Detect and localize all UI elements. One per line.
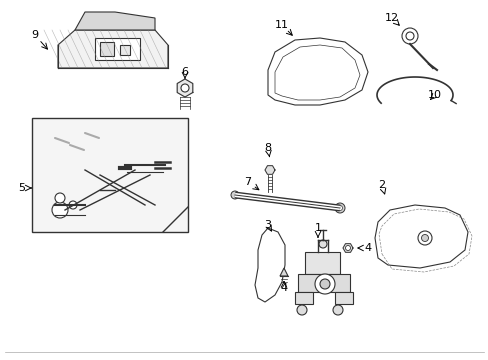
Bar (120, 45, 130, 55)
Bar (32, 118, 187, 232)
Polygon shape (264, 166, 274, 174)
Circle shape (405, 32, 413, 40)
Circle shape (55, 193, 65, 203)
Circle shape (334, 203, 345, 213)
Polygon shape (58, 30, 168, 68)
Polygon shape (177, 79, 192, 97)
Text: 3: 3 (264, 220, 271, 230)
Text: 8: 8 (264, 143, 271, 153)
Circle shape (417, 231, 431, 245)
Text: 5: 5 (19, 183, 25, 193)
Circle shape (314, 274, 334, 294)
Polygon shape (342, 244, 352, 252)
Circle shape (337, 206, 342, 211)
Circle shape (332, 305, 342, 315)
Polygon shape (374, 205, 467, 268)
Bar (297, 274, 349, 292)
Circle shape (421, 234, 427, 242)
Bar (100, 42, 114, 56)
Text: 6: 6 (181, 67, 188, 77)
Circle shape (345, 246, 350, 251)
Text: 9: 9 (31, 30, 39, 40)
Circle shape (319, 279, 329, 289)
Polygon shape (274, 45, 359, 100)
Text: 10: 10 (427, 90, 441, 100)
Bar (334, 292, 352, 304)
Polygon shape (267, 38, 367, 105)
Circle shape (296, 305, 306, 315)
Circle shape (181, 84, 189, 92)
Circle shape (401, 28, 417, 44)
Text: 1: 1 (314, 223, 321, 233)
Text: 7: 7 (244, 177, 251, 187)
Text: 4: 4 (364, 243, 371, 253)
Bar (95, 38, 140, 60)
Polygon shape (254, 228, 285, 302)
Polygon shape (75, 12, 155, 30)
Circle shape (318, 240, 326, 248)
Text: 4: 4 (280, 283, 287, 293)
Bar (305, 252, 339, 274)
Circle shape (69, 201, 77, 209)
Bar (294, 292, 312, 304)
Text: 12: 12 (384, 13, 398, 23)
Circle shape (230, 191, 239, 199)
Text: 2: 2 (378, 180, 385, 190)
Text: 11: 11 (274, 20, 288, 30)
Circle shape (52, 202, 68, 218)
Polygon shape (280, 268, 287, 276)
